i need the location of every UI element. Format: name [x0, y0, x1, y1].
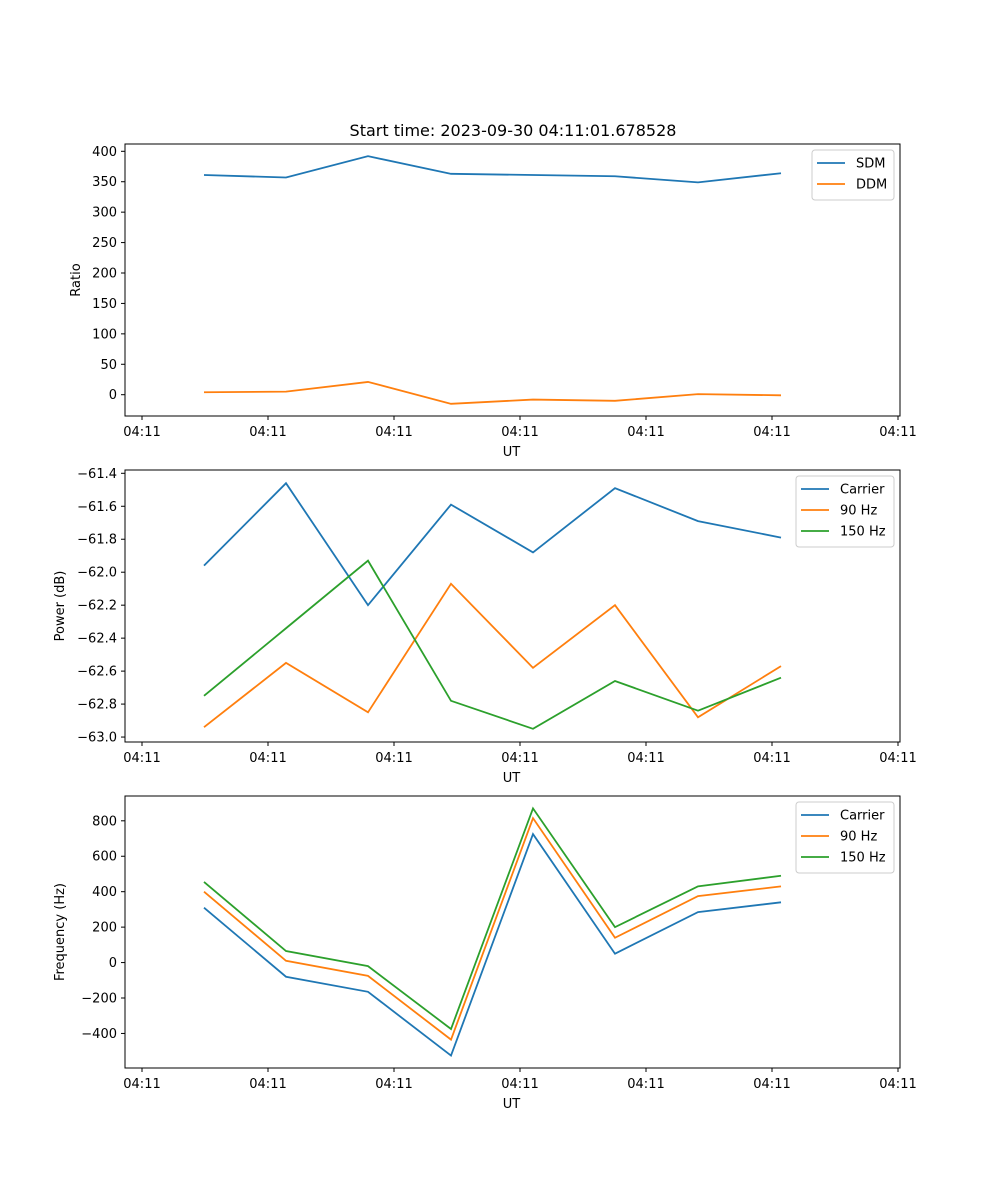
y-tick-label: 150: [92, 297, 117, 312]
legend-label: 150 Hz: [840, 851, 886, 866]
legend-label: DDM: [856, 178, 887, 193]
plot-frame: [124, 143, 901, 417]
y-tick-label: 250: [92, 236, 117, 251]
figure-title: Start time: 2023-09-30 04:11:01.678528: [350, 121, 677, 140]
y-tick-label: −63.0: [77, 731, 117, 746]
y-tick-label: −61.4: [77, 467, 117, 482]
y-tick-label: 50: [100, 358, 117, 373]
legend: Carrier 90 Hz 150 Hz: [795, 475, 895, 548]
legend-box: [795, 801, 895, 874]
legend-label: 150 Hz: [840, 525, 886, 540]
legend-label: SDM: [856, 157, 885, 172]
y-tick-label: −62.6: [77, 665, 117, 680]
y-tick-label: 200: [92, 267, 117, 282]
y-tick-label: 350: [92, 175, 117, 190]
legend-label: 90 Hz: [840, 504, 877, 519]
plot-frame: [124, 469, 901, 743]
x-tick-label: 04:11: [753, 751, 790, 766]
y-axis-label: Power (dB): [53, 571, 68, 642]
series-line-90-hz: [203, 816, 782, 1042]
x-tick-label: 04:11: [249, 425, 286, 440]
legend-label: Carrier: [840, 809, 885, 824]
y-tick-label: 800: [92, 814, 117, 829]
y-tick-label: 0: [109, 956, 117, 971]
y-tick-label: −62.2: [77, 599, 117, 614]
x-axis-label: UT: [503, 1097, 521, 1112]
series-line-ddm: [203, 381, 782, 405]
y-tick-label: −400: [81, 1027, 117, 1042]
x-tick-label: 04:11: [627, 425, 664, 440]
x-tick-label: 04:11: [501, 1077, 538, 1092]
y-tick-label: 100: [92, 327, 117, 342]
y-tick-label: −61.6: [77, 500, 117, 515]
x-tick-label: 04:11: [501, 751, 538, 766]
y-tick-label: 600: [92, 850, 117, 865]
x-tick-label: 04:11: [249, 1077, 286, 1092]
series-line-150-hz: [203, 806, 782, 1031]
y-tick-label: −62.0: [77, 566, 117, 581]
x-tick-label: 04:11: [123, 1077, 160, 1092]
y-tick-label: 400: [92, 145, 117, 160]
legend-box: [795, 475, 895, 548]
x-axis-label: UT: [503, 445, 521, 460]
series-line-90-hz: [203, 582, 782, 728]
x-tick-label: 04:11: [375, 1077, 412, 1092]
y-tick-label: 200: [92, 921, 117, 936]
series-line-carrier: [203, 832, 782, 1058]
x-tick-label: 04:11: [753, 1077, 790, 1092]
x-tick-label: 04:11: [627, 751, 664, 766]
x-tick-label: 04:11: [123, 751, 160, 766]
x-tick-label: 04:11: [249, 751, 286, 766]
y-tick-label: 400: [92, 885, 117, 900]
series-line-sdm: [203, 155, 782, 184]
x-tick-label: 04:11: [753, 425, 790, 440]
x-tick-label: 04:11: [879, 1077, 916, 1092]
chart-panel-3: −400 −200 0 200 400 600 800 04:11 04:11 04:11 04:1…: [53, 795, 917, 1112]
y-tick-label: −200: [81, 992, 117, 1007]
plot-frame: [124, 795, 901, 1069]
legend: SDM DDM: [811, 149, 895, 201]
legend-label: 90 Hz: [840, 830, 877, 845]
x-tick-label: 04:11: [375, 425, 412, 440]
y-tick-label: −62.4: [77, 632, 117, 647]
x-tick-label: 04:11: [375, 751, 412, 766]
x-tick-label: 04:11: [879, 751, 916, 766]
y-tick-label: −61.8: [77, 533, 117, 548]
legend-label: Carrier: [840, 483, 885, 498]
y-tick-label: 300: [92, 206, 117, 221]
x-axis-label: UT: [503, 771, 521, 786]
y-axis-label: Frequency (Hz): [53, 883, 68, 981]
series-line-150-hz: [203, 559, 782, 730]
chart-panel-1: 0 50 100 150 200 250 300 350 400 04:11 04:11 04:11 0…: [69, 143, 917, 460]
legend: Carrier 90 Hz 150 Hz: [795, 801, 895, 874]
y-axis-label: Ratio: [69, 263, 84, 296]
x-tick-label: 04:11: [627, 1077, 664, 1092]
x-tick-label: 04:11: [501, 425, 538, 440]
x-tick-label: 04:11: [123, 425, 160, 440]
y-tick-label: −62.8: [77, 698, 117, 713]
x-tick-label: 04:11: [879, 425, 916, 440]
chart-panel-2: −63.0 −62.8 −62.6 −62.4 −62.2 −62.0 −61.8 −61.6…: [53, 467, 917, 786]
series-line-carrier: [203, 481, 782, 607]
y-tick-label: 0: [109, 388, 117, 403]
